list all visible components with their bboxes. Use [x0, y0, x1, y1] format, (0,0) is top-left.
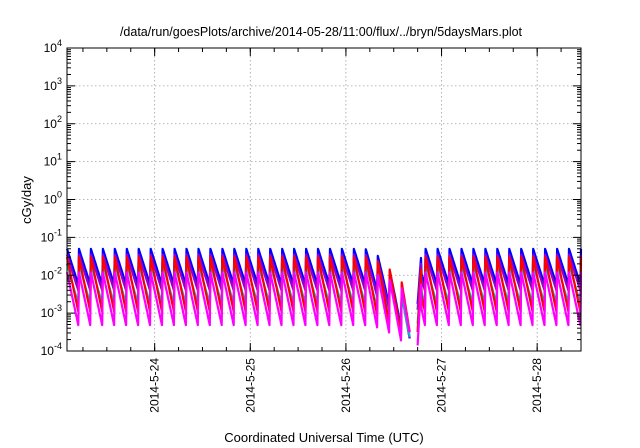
x-tick-label: 2014-5-25: [243, 358, 257, 413]
y-tick-label: 10-2: [41, 265, 62, 282]
axis-ticks: 10-4 10-3 10-2 10-1 100 101 102 103 104 2014-5-24…: [41, 38, 581, 413]
x-tick-label: 2014-5-27: [435, 358, 449, 413]
y-tick-label: 10-1: [41, 227, 62, 244]
x-axis-label: Coordinated Universal Time (UTC): [224, 430, 423, 445]
x-tick-label: 2014-5-24: [148, 358, 162, 413]
y-tick-label: 101: [44, 152, 62, 169]
y-tick-label: 10-4: [41, 341, 62, 358]
plot-area: [65, 247, 583, 346]
y-tick-label: 10-3: [41, 303, 62, 320]
chart-title: /data/run/goesPlots/archive/2014-05-28/1…: [120, 25, 523, 39]
x-tick-label: 2014-5-28: [530, 358, 544, 413]
y-tick-label: 102: [44, 114, 62, 131]
y-tick-label: 104: [44, 38, 62, 55]
grid: [67, 48, 581, 351]
x-tick-label: 2014-5-26: [339, 358, 353, 413]
y-tick-label: 103: [44, 76, 62, 93]
y-tick-label: 100: [44, 190, 62, 207]
series-line-5: [65, 271, 583, 346]
y-axis-label: cGy/day: [19, 176, 34, 224]
